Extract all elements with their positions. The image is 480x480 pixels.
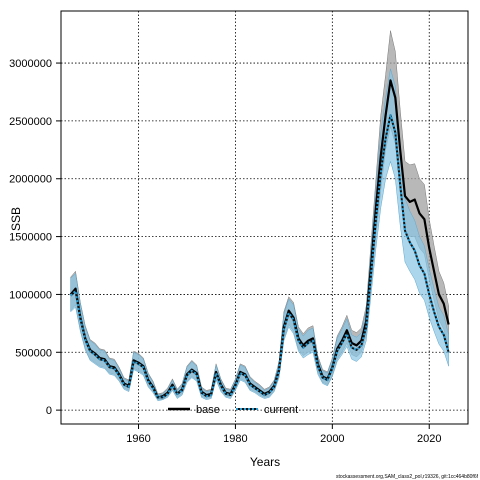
- plot-frame: [60, 10, 469, 425]
- footer-text: stockassessment.org,SAM_class2_pol,r1932…: [336, 474, 479, 480]
- y-axis-title: SSB: [9, 207, 23, 231]
- x-tick-label: 2020: [417, 433, 441, 445]
- y-tick-label: 1000000: [9, 289, 52, 301]
- y-tick-label: 2000000: [9, 174, 52, 186]
- y-tick-label: 1500000: [9, 232, 52, 244]
- legend-current-label: current: [264, 404, 298, 416]
- x-axis-ticks: 1960 1980 2000 2020: [126, 424, 441, 445]
- legend-base-label: base: [196, 404, 220, 416]
- x-tick-label: 1960: [126, 433, 150, 445]
- legend: base current: [168, 404, 298, 416]
- x-axis-title: Years: [250, 455, 280, 469]
- y-tick-label: 0: [46, 405, 52, 417]
- current-line: [69, 114, 450, 399]
- x-tick-label: 1980: [223, 433, 247, 445]
- y-axis-ticks: 0 500000 1000000 1500000 2000000 2500000 30000…: [9, 58, 61, 417]
- series-lines: [69, 79, 450, 399]
- x-tick-label: 2000: [320, 433, 344, 445]
- y-tick-label: 2500000: [9, 116, 52, 128]
- y-tick-label: 500000: [15, 347, 52, 359]
- y-tick-label: 3000000: [9, 58, 52, 70]
